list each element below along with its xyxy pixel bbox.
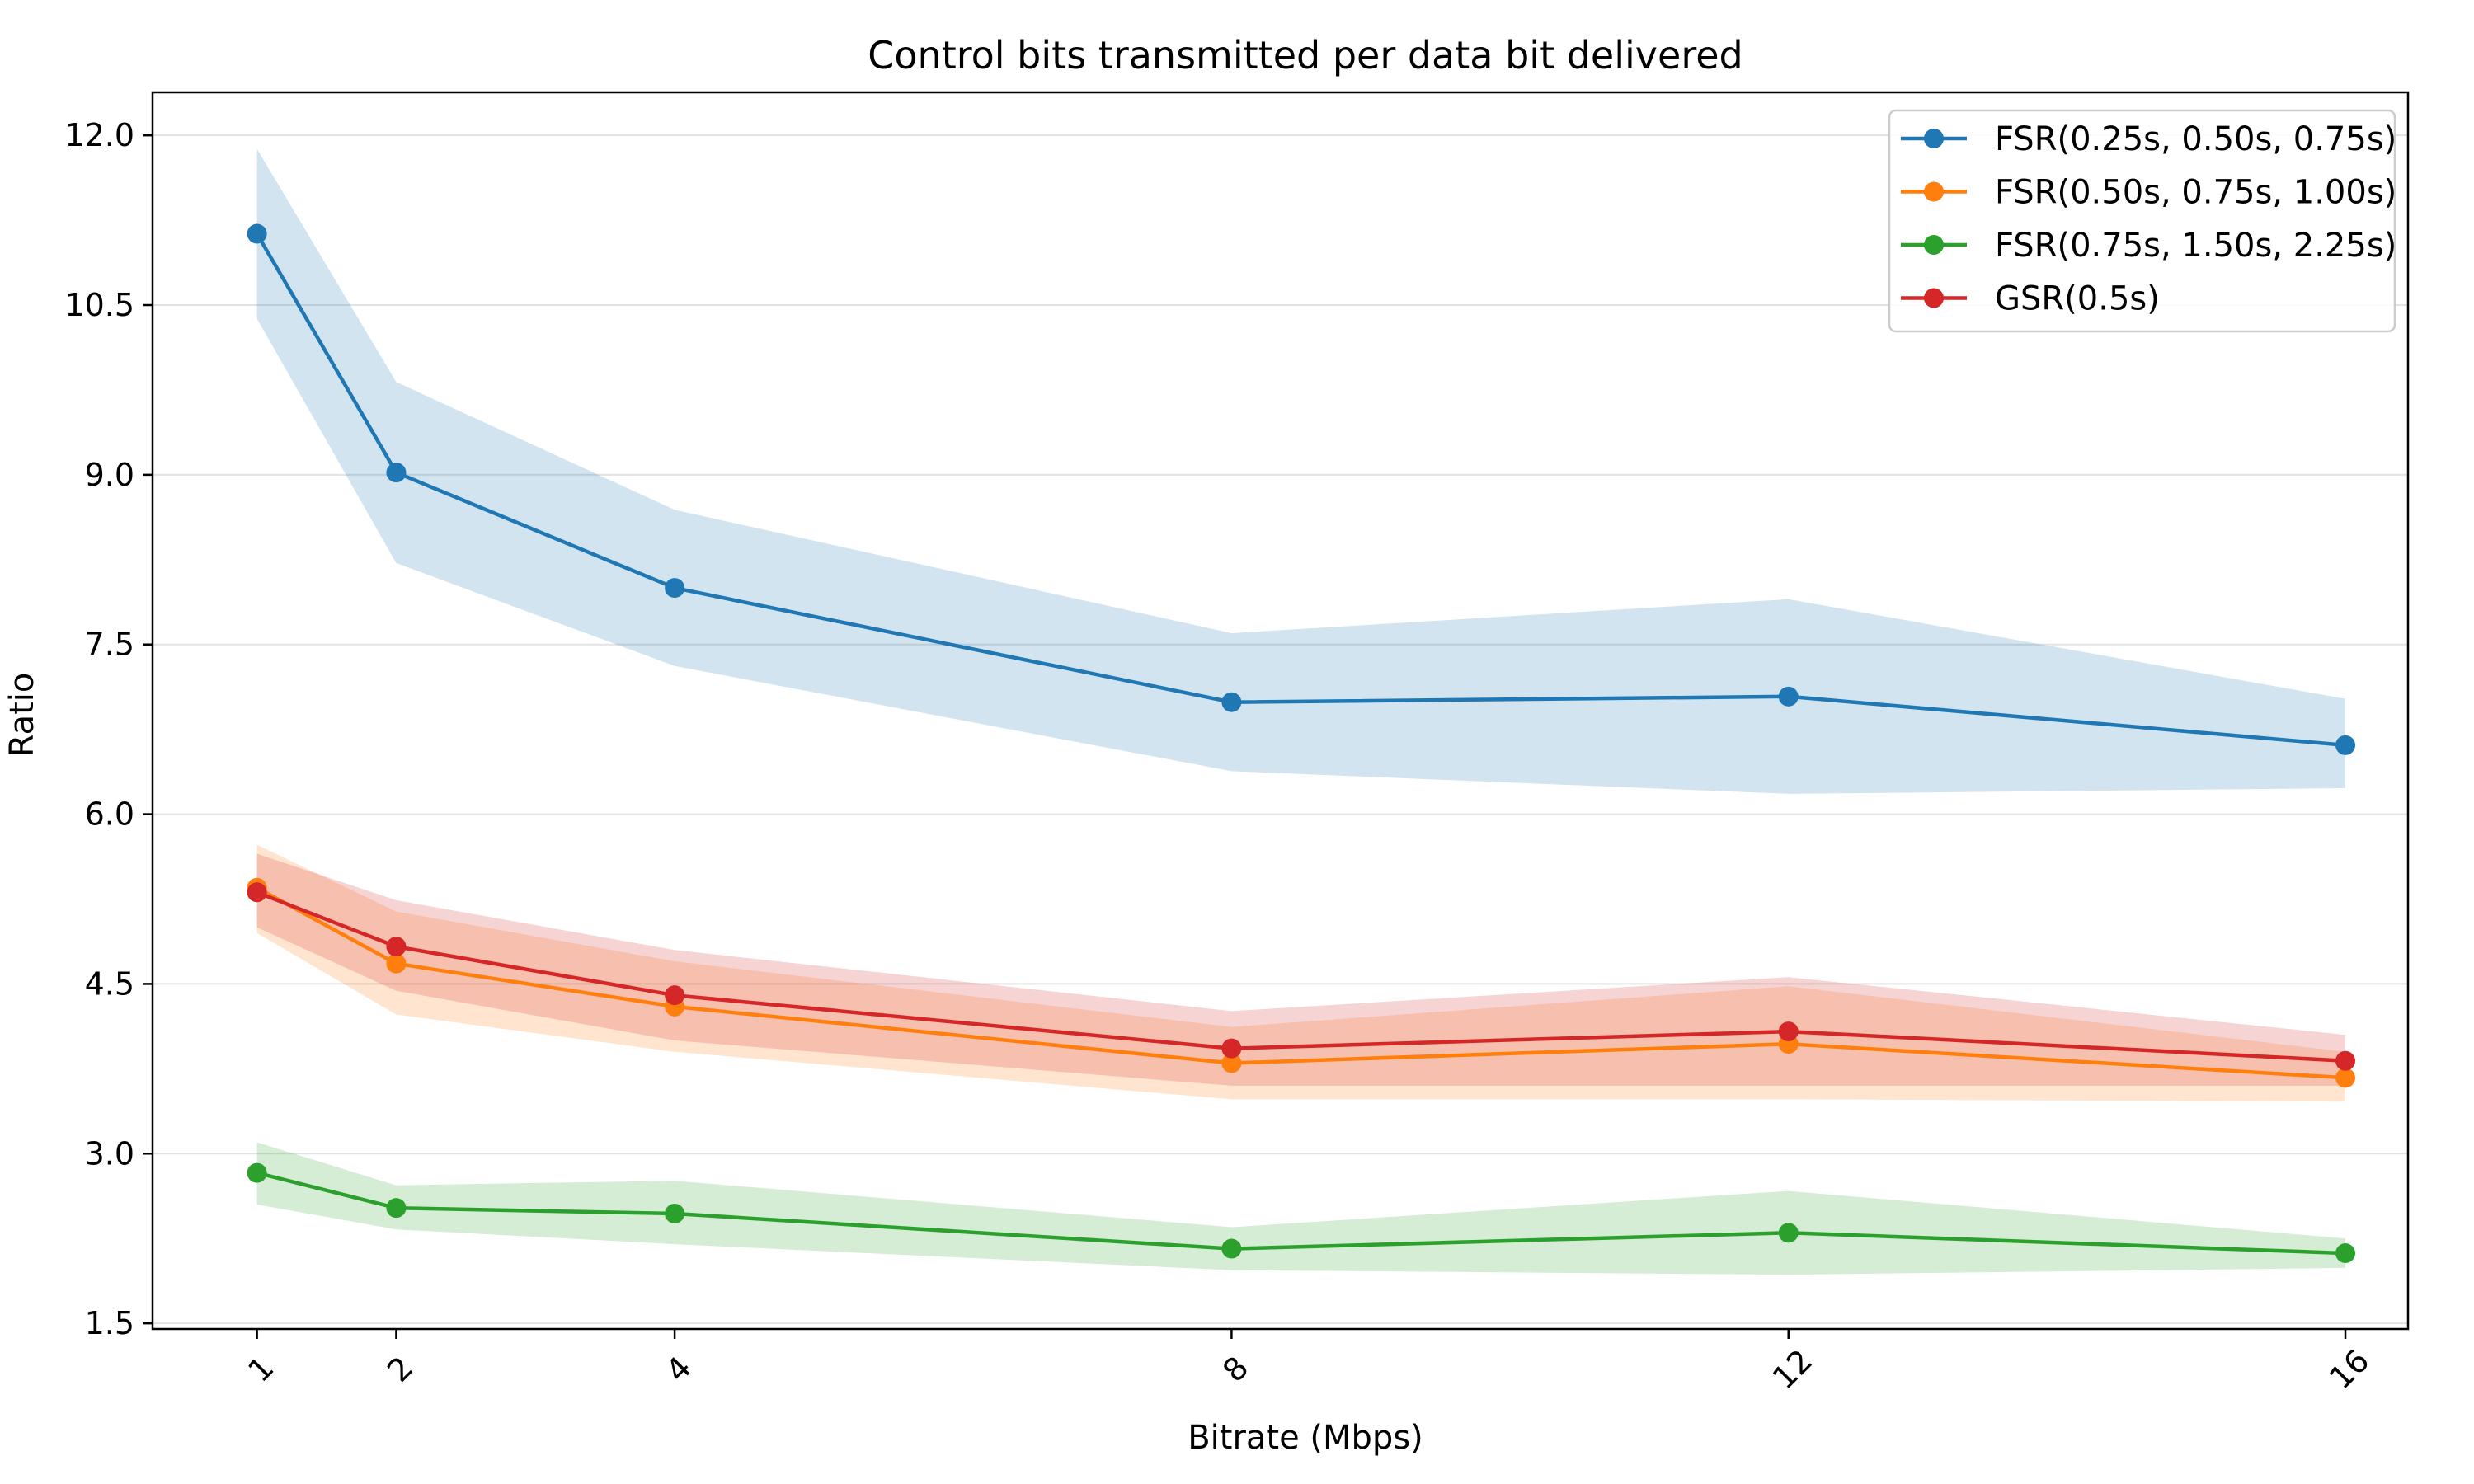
confidence-band-series-3 [256, 1142, 2345, 1275]
chart-title: Control bits transmitted per data bit de… [868, 33, 1743, 77]
y-axis-label: Ratio [3, 673, 41, 758]
data-point-series-4 [386, 937, 407, 957]
confidence-band-series-2 [256, 844, 2345, 1102]
data-point-series-4 [665, 985, 685, 1006]
legend-item: GSR(0.5s) [1901, 280, 2160, 318]
plot-frame [151, 91, 2410, 1331]
legend-item: FSR(0.75s, 1.50s, 2.25s) [1901, 227, 2396, 265]
data-point-series-3 [2335, 1243, 2356, 1264]
confidence-band-series-1 [256, 148, 2345, 794]
data-point-series-1 [1221, 692, 1242, 712]
data-point-series-3 [386, 1198, 407, 1219]
confidence-bands [256, 148, 2345, 1275]
data-point-series-1 [1778, 686, 1799, 707]
legend-label: FSR(0.25s, 0.50s, 0.75s) [1995, 120, 2396, 158]
legend-box [1888, 109, 2396, 333]
legend-marker [1924, 235, 1944, 255]
data-point-series-2 [1221, 1053, 1242, 1073]
legend-label: GSR(0.5s) [1995, 280, 2160, 318]
legend-label: FSR(0.50s, 0.75s, 1.00s) [1995, 174, 2396, 212]
y-tick-label: 12.0 [64, 117, 134, 153]
y-tick-label: 6.0 [85, 796, 134, 833]
series-line-4 [256, 890, 2346, 1063]
y-tick-label: 1.5 [85, 1305, 134, 1341]
legend: FSR(0.25s, 0.50s, 0.75s) FSR(0.50s, 0.75s… [1888, 109, 2396, 333]
series-line-1 [255, 232, 2346, 748]
legend-marker [1924, 129, 1944, 148]
data-point-series-3 [247, 1162, 267, 1183]
data-point-series-4 [1778, 1021, 1799, 1042]
legend-marker [1924, 288, 1944, 308]
series-line-3 [256, 1171, 2346, 1256]
y-tick-label: 9.0 [85, 457, 134, 493]
series-lines [255, 232, 2346, 1256]
data-point-series-3 [665, 1204, 685, 1224]
y-tick-label: 4.5 [85, 965, 134, 1002]
data-point-series-4 [2335, 1050, 2356, 1071]
y-tick-label: 10.5 [64, 287, 134, 323]
legend-label: FSR(0.75s, 1.50s, 2.25s) [1995, 227, 2396, 265]
series-points [247, 223, 2356, 1264]
data-point-series-4 [1221, 1038, 1242, 1059]
confidence-band-series-4 [256, 853, 2345, 1086]
data-point-series-3 [1778, 1223, 1799, 1243]
data-point-series-3 [1221, 1238, 1242, 1259]
data-point-series-1 [386, 463, 407, 483]
y-tick-label: 7.5 [85, 627, 134, 663]
y-tick-label: 3.0 [85, 1135, 134, 1172]
series-line-2 [256, 885, 2346, 1080]
data-point-series-4 [247, 882, 267, 903]
data-point-series-2 [2335, 1068, 2356, 1088]
x-axis-label: Bitrate (Mbps) [1188, 1419, 1423, 1457]
data-point-series-2 [386, 953, 407, 974]
legend-marker [1924, 181, 1944, 202]
legend-item: FSR(0.25s, 0.50s, 0.75s) [1901, 120, 2396, 158]
data-point-series-1 [665, 578, 685, 599]
legend-item: FSR(0.50s, 0.75s, 1.00s) [1901, 174, 2396, 212]
data-point-series-1 [2335, 735, 2356, 755]
data-point-series-1 [247, 223, 267, 244]
